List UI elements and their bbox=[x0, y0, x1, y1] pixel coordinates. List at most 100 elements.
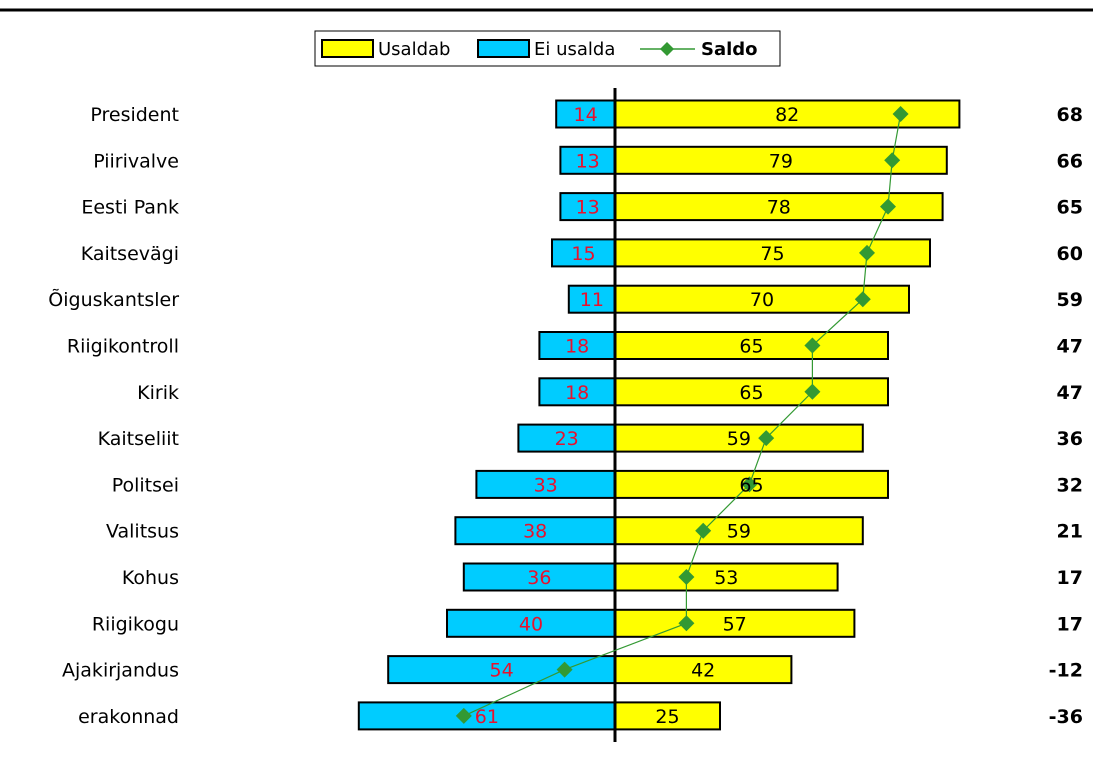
label-ei-usalda-eesti-pank: 13 bbox=[576, 197, 600, 219]
bar-ei-usalda-kaitseliit bbox=[517, 423, 617, 453]
category-label-ajakirjandus: Ajakirjandus bbox=[62, 660, 179, 682]
saldo-label-kaitsevagi: 60 bbox=[1057, 243, 1083, 265]
label-usaldab-valitsus: 59 bbox=[727, 521, 751, 543]
label-usaldab-politsei: 65 bbox=[739, 474, 763, 496]
category-label-erakonnad: erakonnad bbox=[78, 706, 179, 728]
value-labels: 14 82 13 79 13 78 15 75 11 70 18 65 18 65 23 59 33 65 38 59… bbox=[475, 104, 799, 728]
label-usaldab-president: 82 bbox=[775, 104, 799, 126]
saldo-label-erakonnad: -36 bbox=[1049, 706, 1083, 728]
label-ei-usalda-piirivalve: 13 bbox=[576, 150, 600, 172]
bar-ei-usalda-kaitsevagi bbox=[551, 238, 616, 268]
bar-ei-usalda-riigikontroll bbox=[538, 331, 617, 360]
bar-usaldab-kirik bbox=[614, 377, 889, 407]
saldo-label-kirik: 47 bbox=[1057, 382, 1083, 404]
label-usaldab-ajakirjandus: 42 bbox=[691, 660, 715, 682]
label-ei-usalda-erakonnad: 61 bbox=[475, 706, 499, 728]
saldo-label-eesti-pank: 65 bbox=[1057, 197, 1083, 219]
category-label-piirivalve: Piirivalve bbox=[93, 150, 179, 172]
bar-ei-usalda-valitsus bbox=[454, 516, 616, 546]
bar-ei-usalda-oiguskantsler bbox=[567, 284, 616, 314]
category-label-valitsus: Valitsus bbox=[106, 521, 179, 543]
saldo-label-piirivalve: 66 bbox=[1057, 150, 1083, 172]
bars-layer bbox=[357, 99, 961, 731]
saldo-label-kaitseliit: 36 bbox=[1057, 428, 1083, 450]
bar-usaldab-erakonnad bbox=[614, 701, 721, 731]
legend-swatch-ei-usalda bbox=[477, 39, 530, 58]
saldo-marker-ajakirjandus bbox=[556, 661, 573, 678]
label-ei-usalda-valitsus: 38 bbox=[523, 521, 547, 543]
saldo-marker-kirik bbox=[804, 383, 821, 400]
category-label-riigikontroll: Riigikontroll bbox=[67, 336, 179, 358]
label-ei-usalda-oiguskantsler: 11 bbox=[580, 289, 604, 311]
saldo-marker-riigikontroll bbox=[804, 337, 821, 354]
saldo-marker-kaitsevagi bbox=[859, 244, 875, 261]
legend-label-ei-usalda: Ei usalda bbox=[534, 39, 615, 60]
saldo-marker-kohus bbox=[678, 569, 695, 585]
saldo-label-riigikontroll: 47 bbox=[1057, 336, 1083, 358]
saldo-marker-valitsus bbox=[695, 522, 712, 539]
label-usaldab-riigikontroll: 65 bbox=[739, 336, 763, 358]
category-label-kaitseliit: Kaitseliit bbox=[98, 428, 179, 450]
saldo-marker-kaitseliit bbox=[758, 430, 775, 447]
legend-label-saldo: Saldo bbox=[701, 39, 758, 60]
category-label-kaitsevagi: Kaitsevägi bbox=[81, 243, 179, 265]
category-labels: President Piirivalve Eesti Pank Kaitsevägi Õ… bbox=[48, 104, 179, 728]
label-usaldab-kaitseliit: 59 bbox=[727, 428, 751, 450]
legend-label-usaldab: Usaldab bbox=[378, 39, 450, 60]
category-label-kohus: Kohus bbox=[122, 567, 179, 589]
saldo-marker-oiguskantsler bbox=[854, 291, 871, 308]
bar-usaldab-riigikontroll bbox=[614, 331, 889, 360]
saldo-marker-eesti-pank bbox=[880, 198, 896, 215]
label-usaldab-piirivalve: 79 bbox=[769, 150, 793, 172]
saldo-label-kohus: 17 bbox=[1057, 567, 1083, 589]
bar-ei-usalda-erakonnad bbox=[357, 701, 616, 731]
category-label-oiguskantsler: Õiguskantsler bbox=[48, 288, 179, 311]
label-usaldab-riigikogu: 57 bbox=[723, 613, 747, 635]
bar-ei-usalda-riigikogu bbox=[446, 608, 616, 638]
saldo-labels: 68 66 65 60 59 47 47 36 32 21 17 17 -12 -36 bbox=[1049, 104, 1083, 728]
saldo-label-politsei: 32 bbox=[1057, 474, 1083, 496]
label-usaldab-kirik: 65 bbox=[739, 382, 763, 404]
label-usaldab-kaitsevagi: 75 bbox=[760, 243, 784, 265]
label-usaldab-erakonnad: 25 bbox=[655, 706, 679, 728]
label-ei-usalda-kohus: 36 bbox=[527, 567, 551, 589]
category-label-president: President bbox=[90, 104, 179, 126]
category-label-kirik: Kirik bbox=[137, 382, 179, 404]
saldo-marker-erakonnad bbox=[455, 707, 472, 724]
saldo-marker-piirivalve bbox=[884, 152, 901, 169]
label-usaldab-oiguskantsler: 70 bbox=[750, 289, 774, 311]
bar-ei-usalda-politsei bbox=[475, 469, 616, 499]
label-ei-usalda-riigikontroll: 18 bbox=[565, 336, 589, 358]
legend: Usaldab Ei usalda Saldo bbox=[314, 30, 781, 67]
saldo-label-ajakirjandus: -12 bbox=[1049, 660, 1083, 682]
label-ei-usalda-ajakirjandus: 54 bbox=[490, 660, 514, 682]
bar-ei-usalda-ajakirjandus bbox=[387, 655, 617, 685]
label-usaldab-kohus: 53 bbox=[714, 567, 738, 589]
label-ei-usalda-riigikogu: 40 bbox=[519, 613, 543, 635]
saldo-series bbox=[455, 106, 909, 724]
label-ei-usalda-kaitseliit: 23 bbox=[555, 428, 579, 450]
bar-usaldab-kohus bbox=[614, 562, 839, 592]
legend-box bbox=[314, 30, 781, 67]
saldo-label-valitsus: 21 bbox=[1057, 521, 1083, 543]
bar-usaldab-kaitsevagi bbox=[614, 238, 931, 268]
category-label-riigikogu: Riigikogu bbox=[92, 613, 179, 635]
category-label-politsei: Politsei bbox=[112, 474, 179, 496]
bar-usaldab-kaitseliit bbox=[614, 423, 864, 453]
saldo-label-oiguskantsler: 59 bbox=[1057, 289, 1083, 311]
saldo-marker-riigikogu bbox=[678, 615, 695, 632]
saldo-marker-politsei bbox=[741, 476, 758, 493]
label-ei-usalda-president: 14 bbox=[574, 104, 598, 126]
legend-swatch-usaldab bbox=[321, 39, 374, 58]
bar-ei-usalda-president bbox=[555, 99, 617, 129]
label-ei-usalda-kaitsevagi: 15 bbox=[571, 243, 595, 265]
saldo-label-president: 68 bbox=[1057, 104, 1083, 126]
category-label-eesti-pank: Eesti Pank bbox=[81, 197, 179, 219]
saldo-label-riigikogu: 17 bbox=[1057, 613, 1083, 635]
saldo-marker-president bbox=[892, 106, 909, 122]
legend-swatch-saldo-marker bbox=[660, 42, 674, 56]
label-usaldab-eesti-pank: 78 bbox=[767, 197, 791, 219]
label-ei-usalda-politsei: 33 bbox=[534, 474, 558, 496]
